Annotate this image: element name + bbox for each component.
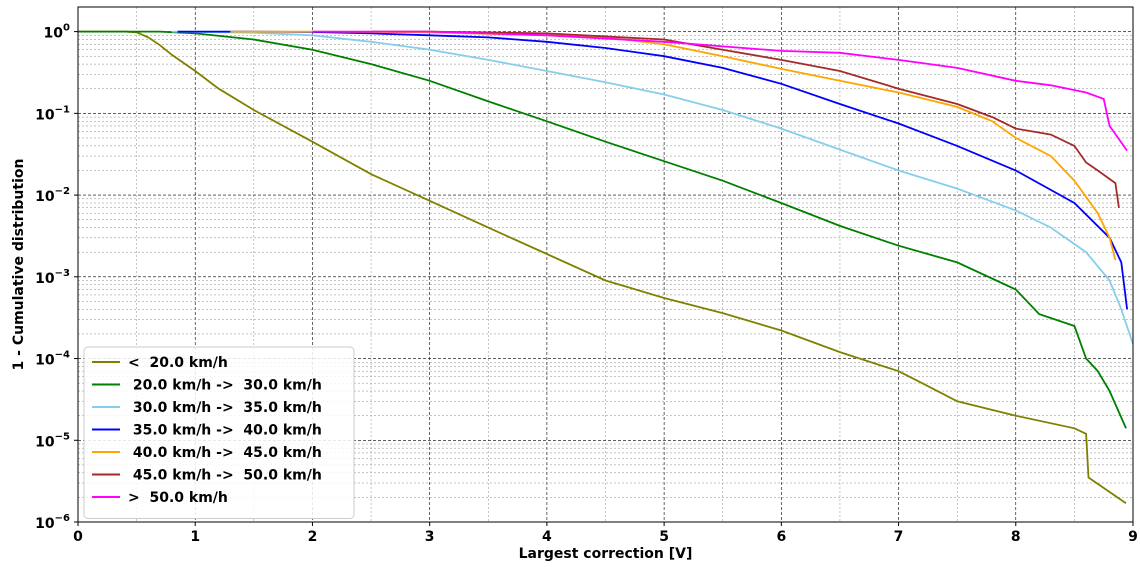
y-tick-exponent: −6 [55, 513, 70, 524]
x-tick-label: 9 [1128, 529, 1138, 545]
y-axis-label: 1 - Cumulative distribution [11, 159, 27, 371]
legend-label-6: 45.0 km/h -> 50.0 km/h [128, 468, 322, 484]
y-tick-label: 10−1 [35, 104, 70, 123]
y-tick-exponent: −1 [55, 104, 70, 115]
y-tick-base: 10 [35, 434, 55, 450]
y-tick-label: 10−5 [35, 431, 70, 450]
legend-label-7: > 50.0 km/h [128, 490, 228, 506]
x-tick-label: 6 [776, 529, 786, 545]
y-tick-base: 10 [44, 26, 64, 42]
y-tick-exponent: 0 [63, 23, 70, 34]
legend-label-1: < 20.0 km/h [128, 355, 228, 371]
x-tick-label: 3 [425, 529, 435, 545]
x-tick-label: 5 [659, 529, 669, 545]
legend: < 20.0 km/h 20.0 km/h -> 30.0 km/h 30.0 … [83, 346, 355, 519]
y-tick-base: 10 [35, 271, 55, 287]
y-tick-base: 10 [35, 516, 55, 532]
y-tick-label: 10−6 [35, 513, 70, 532]
series-line-1 [78, 30, 1127, 504]
y-tick-label: 10−3 [35, 268, 70, 287]
series-line-7 [312, 30, 1128, 152]
legend-label-3: 30.0 km/h -> 35.0 km/h [128, 400, 322, 416]
y-tick-base: 10 [35, 353, 55, 369]
legend-label-4: 35.0 km/h -> 40.0 km/h [128, 423, 322, 439]
legend-label-2: 20.0 km/h -> 30.0 km/h [128, 378, 322, 394]
y-tick-exponent: −2 [55, 186, 70, 197]
series-line-6 [371, 30, 1120, 208]
y-tick-label: 10−4 [35, 350, 70, 369]
y-tick-base: 10 [35, 189, 55, 205]
series-line-4 [177, 30, 1128, 310]
y-tick-exponent: −4 [55, 350, 70, 361]
y-tick-base: 10 [35, 107, 55, 123]
y-tick-exponent: −5 [55, 431, 70, 442]
y-tick-label: 100 [44, 23, 70, 42]
x-axis-label: Largest correction [V] [519, 546, 693, 562]
x-tick-label: 8 [1011, 529, 1021, 545]
series-line-2 [78, 30, 1127, 429]
legend-label-5: 40.0 km/h -> 45.0 km/h [128, 445, 322, 461]
x-tick-label: 1 [190, 529, 200, 545]
series-line-3 [171, 30, 1134, 345]
y-tick-exponent: −3 [55, 268, 70, 279]
y-tick-label: 10−2 [35, 186, 70, 205]
x-tick-label: 2 [308, 529, 318, 545]
x-axis: 0 1 2 3 4 5 6 7 8 9 [73, 522, 1138, 545]
series-layer [78, 30, 1134, 504]
x-tick-label: 0 [73, 529, 83, 545]
x-tick-label: 4 [542, 529, 552, 545]
legend-box [83, 346, 355, 519]
plot-frame [77, 6, 1134, 523]
x-tick-label: 7 [894, 529, 904, 545]
